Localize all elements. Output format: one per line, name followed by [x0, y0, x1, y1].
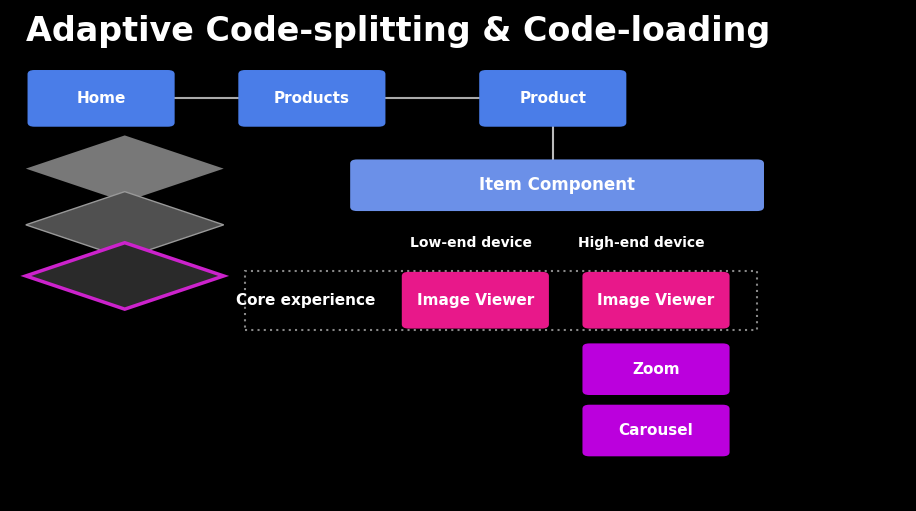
FancyBboxPatch shape: [238, 70, 386, 127]
Polygon shape: [26, 192, 224, 258]
Text: Low-end device: Low-end device: [410, 236, 532, 250]
Text: Product: Product: [519, 91, 586, 106]
Text: Core experience: Core experience: [235, 293, 376, 308]
FancyBboxPatch shape: [479, 70, 627, 127]
Text: Zoom: Zoom: [632, 362, 680, 377]
Text: Item Component: Item Component: [479, 176, 635, 194]
Text: Adaptive Code-splitting & Code-loading: Adaptive Code-splitting & Code-loading: [26, 15, 770, 49]
FancyBboxPatch shape: [402, 272, 549, 329]
Text: Image Viewer: Image Viewer: [597, 293, 714, 308]
Text: Home: Home: [76, 91, 125, 106]
Text: Products: Products: [274, 91, 350, 106]
FancyBboxPatch shape: [583, 272, 729, 329]
FancyBboxPatch shape: [583, 343, 729, 395]
Polygon shape: [26, 135, 224, 202]
FancyBboxPatch shape: [583, 405, 729, 456]
Bar: [245, 271, 758, 330]
FancyBboxPatch shape: [27, 70, 175, 127]
Text: High-end device: High-end device: [578, 236, 704, 250]
Text: Carousel: Carousel: [618, 423, 693, 438]
Text: Image Viewer: Image Viewer: [417, 293, 534, 308]
Polygon shape: [26, 243, 224, 309]
FancyBboxPatch shape: [350, 159, 764, 211]
